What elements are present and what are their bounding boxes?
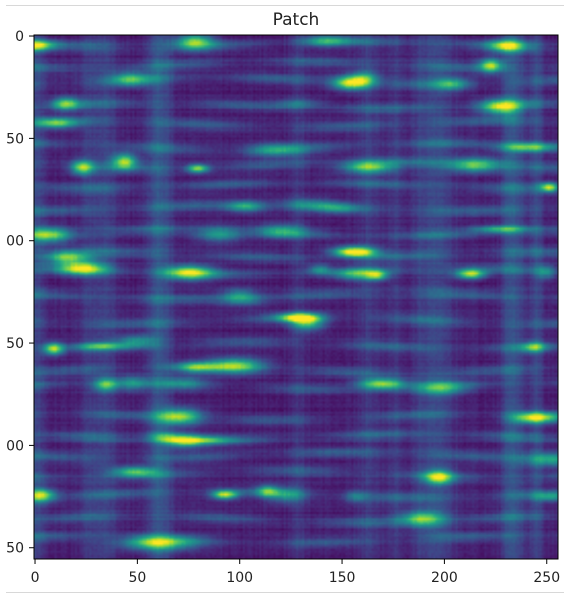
x-axis: 0 50 100 150 200 250	[31, 559, 560, 586]
y-tick-label: 50	[6, 541, 24, 557]
x-tick-label: 100	[226, 570, 253, 586]
x-tick-label: 200	[431, 570, 458, 586]
heatmap-container	[34, 35, 558, 559]
y-tick-label: 50	[6, 131, 24, 147]
x-tick-label: 250	[533, 570, 560, 586]
x-tick-label: 150	[329, 570, 356, 586]
y-tick-label: 0	[15, 29, 24, 45]
x-tick-label: 0	[31, 570, 40, 586]
y-tick-label: 00	[6, 234, 24, 250]
bottom-divider	[6, 592, 564, 593]
x-tick-label: 50	[128, 570, 146, 586]
y-axis: 0 50 00 50 00 50	[6, 29, 34, 557]
y-tick-label: 50	[6, 336, 24, 352]
y-tick-label: 00	[6, 438, 24, 454]
plot-frame	[33, 34, 559, 560]
heatmap-canvas	[34, 35, 558, 559]
chart-title: Patch	[273, 10, 320, 30]
top-divider	[6, 5, 564, 6]
